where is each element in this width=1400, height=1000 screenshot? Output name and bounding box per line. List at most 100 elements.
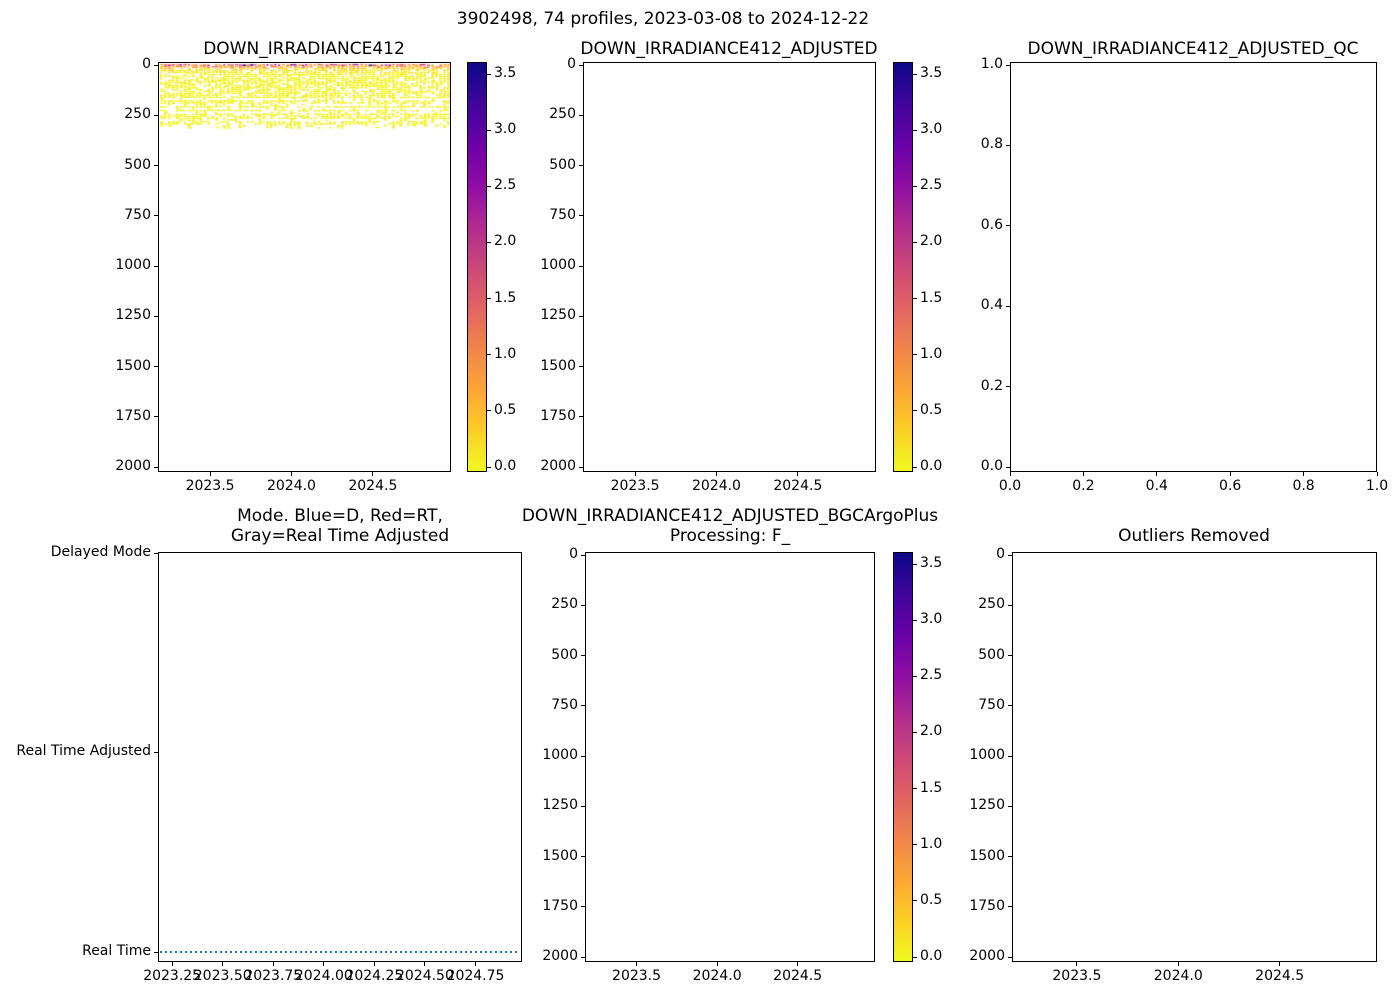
bgc-x-tick [797,962,799,966]
qc-x-tick [1303,472,1305,476]
irradiance-title: DOWN_IRRADIANCE412 [203,39,405,59]
bgc-cbar-tick [913,563,917,565]
adjusted-cbar-tick [913,73,917,75]
colorbar-down-irradiance412 [467,62,487,472]
qc-y-tick-label: 0.4 [980,297,1003,314]
irradiance-y-tick-label: 250 [124,106,151,123]
adjusted-cbar-tick-label: 3.5 [920,65,943,81]
irradiance-x-tick-label: 2023.5 [185,478,235,494]
irradiance-cbar-tick [487,298,491,300]
irradiance-y-tick-label: 1250 [115,307,151,324]
mode-x-tick [373,962,375,966]
outliers-x-tick [1076,962,1078,966]
outliers-y-tick [1008,755,1012,757]
adjusted-y-tick [579,165,583,166]
adjusted-y-tick-label: 2000 [540,458,576,474]
qc-y-tick [1006,64,1010,66]
outliers-x-tick [1279,962,1281,966]
bgc-cbar-tick [913,900,917,902]
bgc-x-tick [716,962,718,966]
irradiance-y-tick-label: 2000 [115,458,151,474]
adjusted-cbar-tick-label: 0.5 [920,401,943,418]
mode-y-tick-label: Delayed Mode [50,544,151,560]
bgc-y-tick-label: 0 [569,546,578,562]
outliers-x-tick-label: 2023.5 [1052,968,1102,984]
outliers-y-tick [1008,805,1012,807]
mode-x-tick [222,962,224,966]
adjusted-x-tick-label: 2024.5 [773,478,823,494]
bgc-cbar-tick-label: 3.5 [920,555,943,571]
irradiance-y-tick [154,114,158,116]
outliers-title: Outliers Removed [1118,526,1270,546]
qc-x-tick [1229,472,1231,476]
irradiance-y-tick-label: 750 [124,206,151,223]
adjusted-y-tick [579,64,583,66]
mode-y-tick-label: Real Time [82,943,151,959]
qc-y-tick [1006,144,1010,146]
colorbar-down-irradiance412-adjusted [893,62,913,472]
qc-y-tick-label: 0.0 [980,458,1003,474]
bgc-title: Processing: F_ [669,526,791,546]
adjusted-y-tick [579,315,583,317]
irradiance-y-tick-label: 1750 [115,407,151,424]
qc-x-tick-label: 0.8 [1292,478,1315,494]
bgc-x-tick-label: 2024.0 [692,968,742,984]
bgc-cbar-tick-label: 0.5 [920,891,943,908]
irradiance-cbar-tick-label: 0.0 [494,458,517,474]
irradiance-y-tick-label: 500 [124,156,151,173]
mode-title: Gray=Real Time Adjusted [230,526,450,546]
mode-x-tick [424,962,426,966]
irradiance-y-tick [154,466,158,468]
irradiance-cbar-tick [487,73,491,75]
plot-down-irradiance412 [158,62,451,472]
adjusted-x-tick [797,472,799,476]
irradiance-cbar-tick-label: 1.5 [494,289,517,306]
outliers-x-tick-label: 2024.0 [1153,968,1203,984]
bgc-y-tick-label: 1750 [542,897,578,914]
adjusted-y-tick-label: 750 [549,206,576,223]
irradiance-y-tick [154,416,158,418]
bgc-cbar-tick-label: 0.0 [920,948,943,964]
adjusted-cbar-tick-label: 2.0 [920,233,943,250]
irradiance-x-tick [290,472,292,476]
irradiance-cbar-tick [487,466,491,468]
qc-x-tick-label: 0.6 [1219,478,1242,494]
bgc-y-tick-label: 1250 [542,797,578,814]
bgc-cbar-tick-label: 1.5 [920,779,943,796]
irradiance-y-tick-label: 1500 [115,357,151,374]
adjusted-y-tick [579,366,583,367]
irradiance-y-tick [154,215,158,217]
adjusted-cbar-tick [913,241,917,243]
adjusted-y-tick [579,416,583,418]
outliers-y-tick [1008,956,1012,958]
bgc-y-tick-label: 1500 [542,847,578,864]
mode-x-tick-label: 2024.00 [294,968,353,984]
bgc-y-tick-label: 750 [551,696,578,713]
irradiance-cbar-tick-label: 0.5 [494,401,517,418]
irradiance-cbar-tick-label: 3.0 [494,121,517,138]
bgc-y-tick [581,906,585,908]
bgc-cbar-tick-label: 1.0 [920,835,943,852]
irradiance-cbar-tick [487,129,491,131]
adjusted-x-tick [634,472,636,476]
outliers-y-tick [1008,554,1012,556]
adjusted-cbar-tick [913,129,917,131]
qc-x-tick [1082,472,1084,476]
bgc-y-tick-label: 500 [551,646,578,663]
outliers-x-tick-label: 2024.5 [1255,968,1305,984]
outliers-y-tick-label: 1000 [969,747,1005,763]
adjusted-cbar-tick-label: 3.0 [920,121,943,138]
outliers-y-tick-label: 0 [996,546,1005,562]
adjusted-cbar-tick [913,410,917,412]
irradiance-cbar-tick-label: 3.5 [494,65,517,81]
irradiance-cbar-tick-label: 2.5 [494,177,517,194]
adjusted-cbar-tick-label: 2.5 [920,177,943,194]
adjusted-y-tick-label: 1250 [540,307,576,324]
irradiance-cbar-tick [487,354,491,356]
irradiance-cbar-tick-label: 1.0 [494,345,517,362]
adjusted-y-tick-label: 1750 [540,407,576,424]
mode-y-tick [154,552,158,554]
mode-y-tick [154,951,158,953]
irradiance-x-tick [372,472,374,476]
